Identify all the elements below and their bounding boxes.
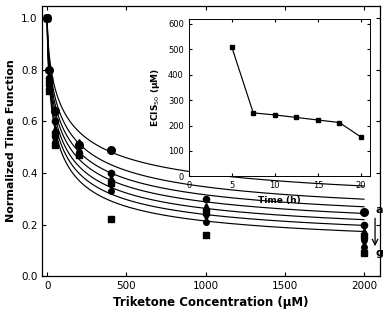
Text: g: g <box>375 248 383 258</box>
X-axis label: Triketone Concentration (μM): Triketone Concentration (μM) <box>114 296 309 309</box>
Y-axis label: Normalized Time Function: Normalized Time Function <box>5 60 16 222</box>
Y-axis label: ECIS$_{50}$ (μM): ECIS$_{50}$ (μM) <box>149 68 162 127</box>
Text: a: a <box>375 205 382 215</box>
X-axis label: Time (h): Time (h) <box>258 196 300 205</box>
